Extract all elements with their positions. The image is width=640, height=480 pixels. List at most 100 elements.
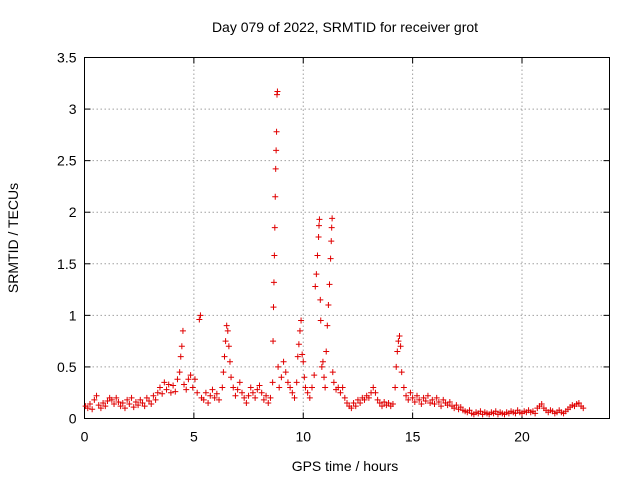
data-point — [226, 358, 233, 365]
data-point — [431, 401, 438, 408]
data-point — [119, 400, 126, 407]
y-tick-label: 3 — [69, 101, 77, 117]
data-point — [440, 396, 447, 403]
data-point — [174, 376, 181, 383]
data-point — [370, 384, 377, 391]
data-point — [93, 392, 100, 399]
data-point — [324, 322, 331, 329]
data-point — [357, 400, 364, 407]
data-point — [189, 384, 196, 391]
data-point — [300, 358, 307, 365]
data-point — [446, 398, 453, 405]
data-point — [128, 394, 135, 401]
data-point — [275, 363, 282, 370]
data-point — [148, 401, 155, 408]
data-point — [254, 386, 261, 393]
data-point — [312, 283, 319, 290]
data-point — [143, 394, 150, 401]
data-point — [512, 410, 519, 417]
data-point — [311, 372, 318, 379]
data-point — [270, 338, 277, 345]
data-point — [318, 363, 325, 370]
data-point — [172, 388, 179, 395]
data-point — [301, 374, 308, 381]
data-point — [139, 400, 146, 407]
data-point — [304, 389, 311, 396]
data-point — [295, 341, 302, 348]
y-tick-label: 3.5 — [57, 50, 77, 66]
data-point — [150, 392, 157, 399]
data-point — [130, 404, 137, 411]
data-point — [289, 389, 296, 396]
data-point — [194, 389, 201, 396]
data-point — [393, 363, 400, 370]
data-point — [209, 386, 216, 393]
data-point — [420, 394, 427, 401]
y-tick-label: 0 — [69, 411, 77, 427]
data-point — [159, 390, 166, 397]
data-point — [398, 369, 405, 376]
data-point — [296, 327, 303, 334]
data-point — [422, 397, 429, 404]
data-point — [298, 317, 305, 324]
x-tick-label: 20 — [514, 429, 530, 445]
data-point — [381, 398, 388, 405]
data-point — [191, 376, 198, 383]
data-point — [344, 400, 350, 407]
data-point — [137, 396, 144, 403]
data-point — [135, 402, 142, 409]
data-point — [102, 403, 109, 410]
axis-ticks: 0 0.5 1 1.5 2 2.5 3 3.5 0 5 10 15 20 — [57, 50, 610, 445]
data-point — [438, 403, 445, 410]
data-point — [271, 252, 278, 259]
data-point — [575, 400, 582, 407]
data-point — [124, 396, 131, 403]
data-point — [348, 405, 355, 412]
data-point — [234, 386, 241, 393]
y-tick-label: 1 — [69, 307, 77, 323]
data-point — [407, 389, 414, 396]
data-point — [409, 394, 416, 401]
data-point — [433, 394, 440, 401]
x-tick-label: 15 — [405, 429, 421, 445]
data-point — [202, 389, 209, 396]
data-point — [239, 389, 245, 396]
data-point — [183, 386, 190, 393]
data-point — [538, 401, 545, 408]
data-point — [313, 271, 320, 278]
data-point — [418, 401, 425, 408]
data-point — [111, 401, 118, 408]
x-tick-label: 0 — [81, 429, 89, 445]
data-point — [95, 402, 102, 409]
data-point — [411, 398, 418, 405]
data-point — [126, 401, 133, 408]
data-point — [314, 252, 321, 259]
data-point — [232, 392, 239, 399]
data-point — [287, 384, 294, 391]
data-point — [316, 222, 322, 229]
data-point — [278, 374, 285, 381]
data-point — [223, 322, 230, 329]
data-point — [104, 397, 111, 404]
data-point — [350, 400, 357, 407]
data-point — [330, 379, 337, 386]
data-point — [161, 379, 168, 386]
data-point — [326, 281, 333, 288]
data-point — [274, 88, 281, 95]
data-point — [252, 394, 259, 401]
data-point — [294, 353, 301, 360]
data-point — [376, 400, 383, 407]
data-point — [241, 394, 248, 401]
data-point — [414, 392, 420, 399]
data-point — [178, 343, 185, 350]
data-point — [396, 332, 403, 339]
data-point — [309, 384, 315, 391]
data-point — [113, 394, 120, 401]
plot-frame — [84, 57, 610, 419]
data-point — [222, 338, 229, 345]
data-point — [197, 312, 204, 319]
data-point — [299, 351, 306, 358]
data-point — [121, 405, 128, 412]
data-point — [272, 193, 279, 200]
data-point — [230, 384, 237, 391]
